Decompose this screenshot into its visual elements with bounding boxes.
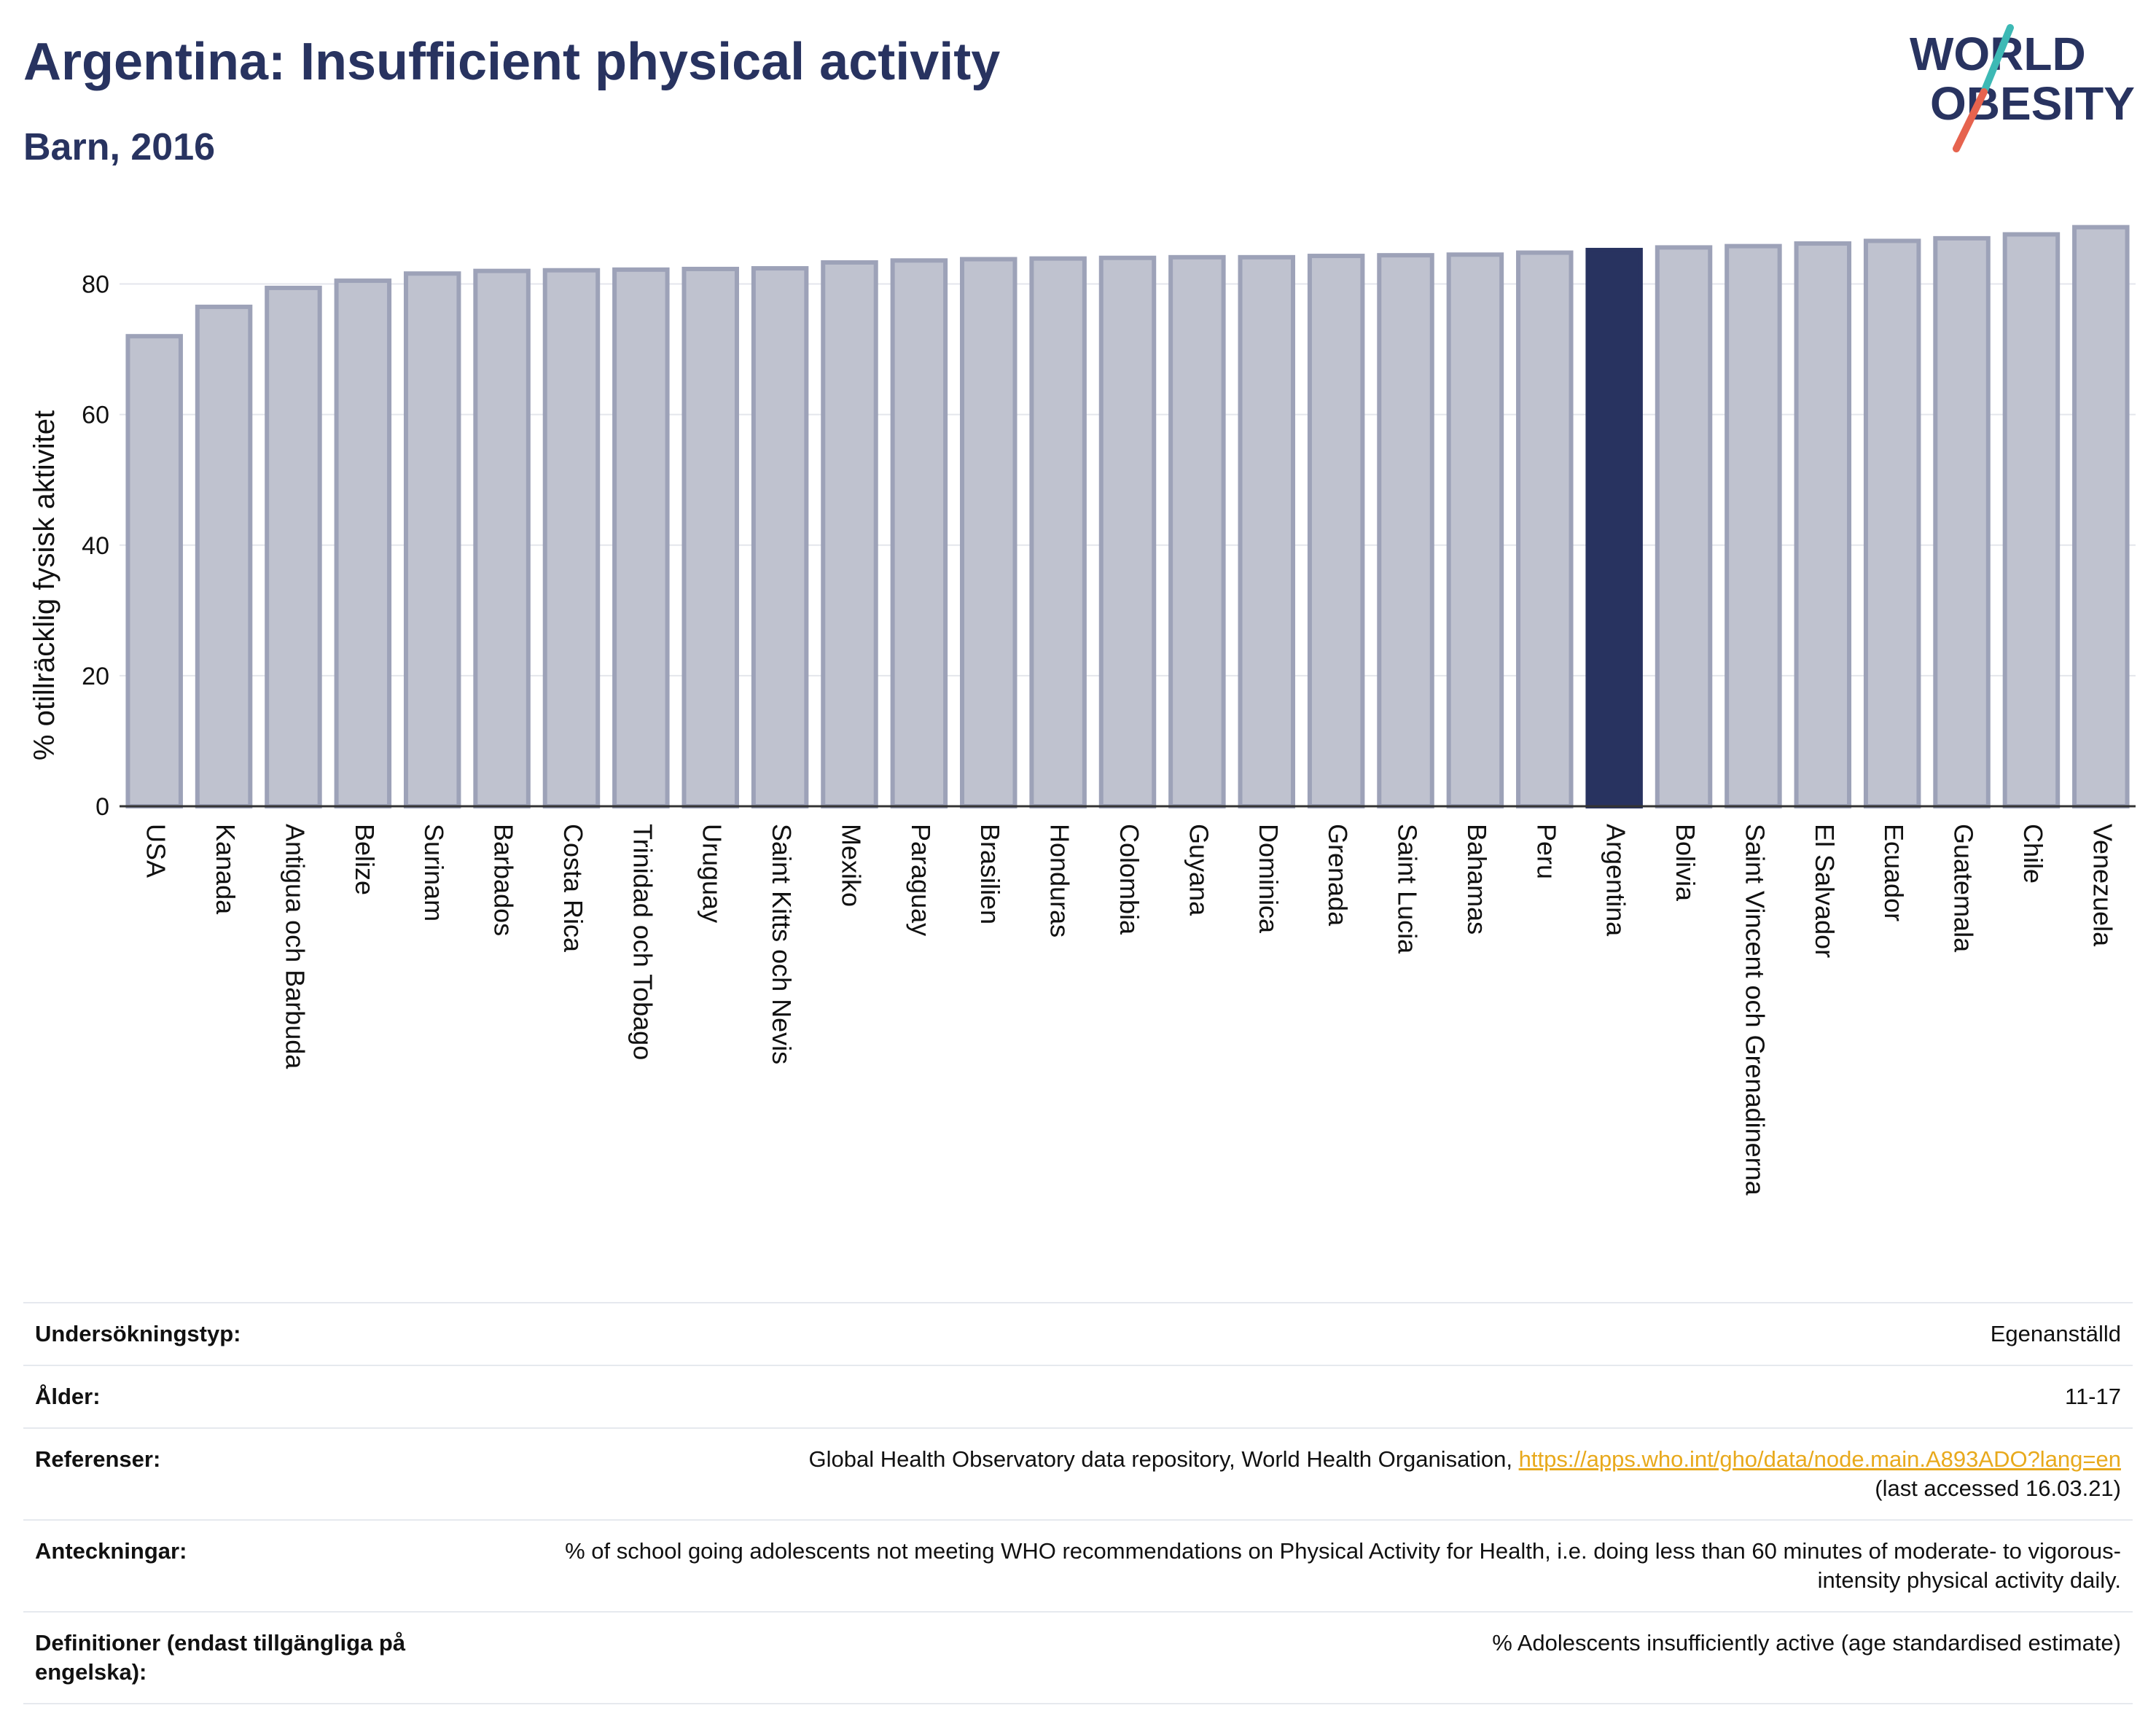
bar-costa-rica <box>542 268 601 808</box>
bar-chart: 0 20 40 60 80 % otillräcklig fysisk aktivitet… <box>28 225 2136 1196</box>
reference-link[interactable]: https://apps.who.int/gho/data/node.main.… <box>1518 1446 2121 1472</box>
x-tick-label: Belize <box>350 824 380 895</box>
bar-dominica <box>1238 254 1296 808</box>
world-obesity-logo: WORLD OBESITY <box>1910 24 2135 152</box>
chart-title: Argentina: Insufficient physical activit… <box>23 33 1001 91</box>
info-label: Undersökningstyp: <box>23 1302 499 1366</box>
bar-argentina <box>1585 247 1643 808</box>
info-value: % of school going adolescents not meetin… <box>499 1519 2133 1613</box>
y-tick-label: 40 <box>82 532 109 560</box>
bar-saint-vincent-och-grenadinerna <box>1725 243 1782 808</box>
reference-accessed: (last accessed 16.03.21) <box>1875 1475 2121 1501</box>
bar-venezuela <box>2072 225 2130 808</box>
info-label: Anteckningar: <box>23 1519 499 1613</box>
info-value: 11-17 <box>499 1365 2133 1429</box>
x-tick-label: Costa Rica <box>558 824 588 953</box>
info-value: Egenanställd <box>499 1302 2133 1366</box>
x-tick-label: Dominica <box>1254 824 1284 934</box>
x-tick-label: Guyana <box>1184 824 1214 916</box>
x-tick-label: Bahamas <box>1462 824 1492 935</box>
x-tick-label: Trinidad och Tobago <box>628 824 657 1060</box>
x-tick-label: Chile <box>2018 824 2048 884</box>
info-row-definitions: Definitioner (endast tillgängliga på eng… <box>23 1611 2133 1704</box>
info-row-age: Ålder: 11-17 <box>23 1365 2133 1429</box>
bar-trinidad-och-tobago <box>612 267 670 808</box>
y-tick-label: 20 <box>82 663 109 690</box>
bar-peru <box>1516 250 1574 808</box>
x-tick-label: Guatemala <box>1949 824 1979 953</box>
x-tick-label: Peru <box>1531 824 1561 879</box>
x-tick-label: Mexiko <box>836 824 866 907</box>
bar-el-salvador <box>1794 241 1852 808</box>
bar-surinam <box>403 271 461 808</box>
bar-antigua-och-barbuda <box>265 285 322 808</box>
y-tick-label: 0 <box>95 793 109 821</box>
bar-bolivia <box>1655 245 1713 809</box>
x-tick-label: Bolivia <box>1671 824 1700 902</box>
x-tick-label: Ecuador <box>1879 824 1909 921</box>
x-tick-label: USA <box>141 824 171 878</box>
logo-word-obesity: OBESITY <box>1930 77 2135 130</box>
bar-grenada <box>1307 254 1365 808</box>
bar-mexiko <box>821 260 878 809</box>
x-tick-label: Paraguay <box>906 824 936 936</box>
bar-guyana <box>1168 254 1226 808</box>
reference-text: Global Health Observatory data repositor… <box>808 1446 1519 1472</box>
x-tick-label: Saint Kitts och Nevis <box>767 824 797 1064</box>
y-tick-label: 60 <box>82 402 109 429</box>
x-tick-label: Kanada <box>211 824 241 915</box>
info-row-notes: Anteckningar: % of school going adolesce… <box>23 1519 2133 1613</box>
bar-saint-kitts-och-nevis <box>751 266 809 809</box>
info-label: Referenser: <box>23 1427 499 1521</box>
x-tick-label: Saint Vincent och Grenadinerna <box>1740 824 1770 1196</box>
info-table: Undersökningstyp: Egenanställd Ålder: 11… <box>23 1302 2133 1704</box>
bar-usa <box>125 334 183 808</box>
info-label: Ålder: <box>23 1365 499 1429</box>
x-tick-label: Grenada <box>1323 824 1353 927</box>
info-value: Global Health Observatory data repositor… <box>499 1427 2133 1521</box>
x-tick-label: Honduras <box>1045 824 1075 937</box>
bar-uruguay <box>681 266 739 808</box>
logo-slash-coral <box>1953 88 1988 152</box>
x-tick-label: Argentina <box>1601 824 1631 937</box>
bar-saint-lucia <box>1377 253 1434 808</box>
bar-paraguay <box>890 258 948 808</box>
bar-guatemala <box>1933 235 1991 809</box>
info-label: Definitioner (endast tillgängliga på eng… <box>23 1611 499 1704</box>
x-tick-label: Surinam <box>419 824 449 921</box>
x-tick-label: Antigua och Barbuda <box>280 824 310 1069</box>
x-tick-label: Barbados <box>489 824 519 936</box>
chart-subtitle: Barn, 2016 <box>23 126 216 168</box>
x-tick-label: Saint Lucia <box>1393 824 1423 954</box>
bar-colombia <box>1098 255 1157 808</box>
info-value: % Adolescents insufficiently active (age… <box>499 1611 2133 1704</box>
y-axis-label: % otillräcklig fysisk aktivitet <box>28 410 60 760</box>
x-tick-label: Uruguay <box>698 824 727 923</box>
x-tick-label: El Salvador <box>1810 824 1840 958</box>
x-tick-label: Brasilien <box>975 824 1005 924</box>
info-row-survey-type: Undersökningstyp: Egenanställd <box>23 1302 2133 1366</box>
bar-honduras <box>1029 256 1087 808</box>
logo-slash-teal <box>1980 24 2014 95</box>
bar-belize <box>334 278 392 809</box>
x-tick-label: Colombia <box>1114 824 1144 935</box>
bar-barbados <box>473 268 531 808</box>
info-row-references: Referenser: Global Health Observatory da… <box>23 1427 2133 1521</box>
bar-bahamas <box>1446 252 1504 808</box>
bar-brasilien <box>959 257 1018 809</box>
bar-kanada <box>195 304 253 808</box>
x-tick-label: Venezuela <box>2087 824 2117 947</box>
bar-chile <box>2002 232 2061 808</box>
bar-ecuador <box>1863 238 1921 808</box>
y-tick-label: 80 <box>82 271 109 299</box>
